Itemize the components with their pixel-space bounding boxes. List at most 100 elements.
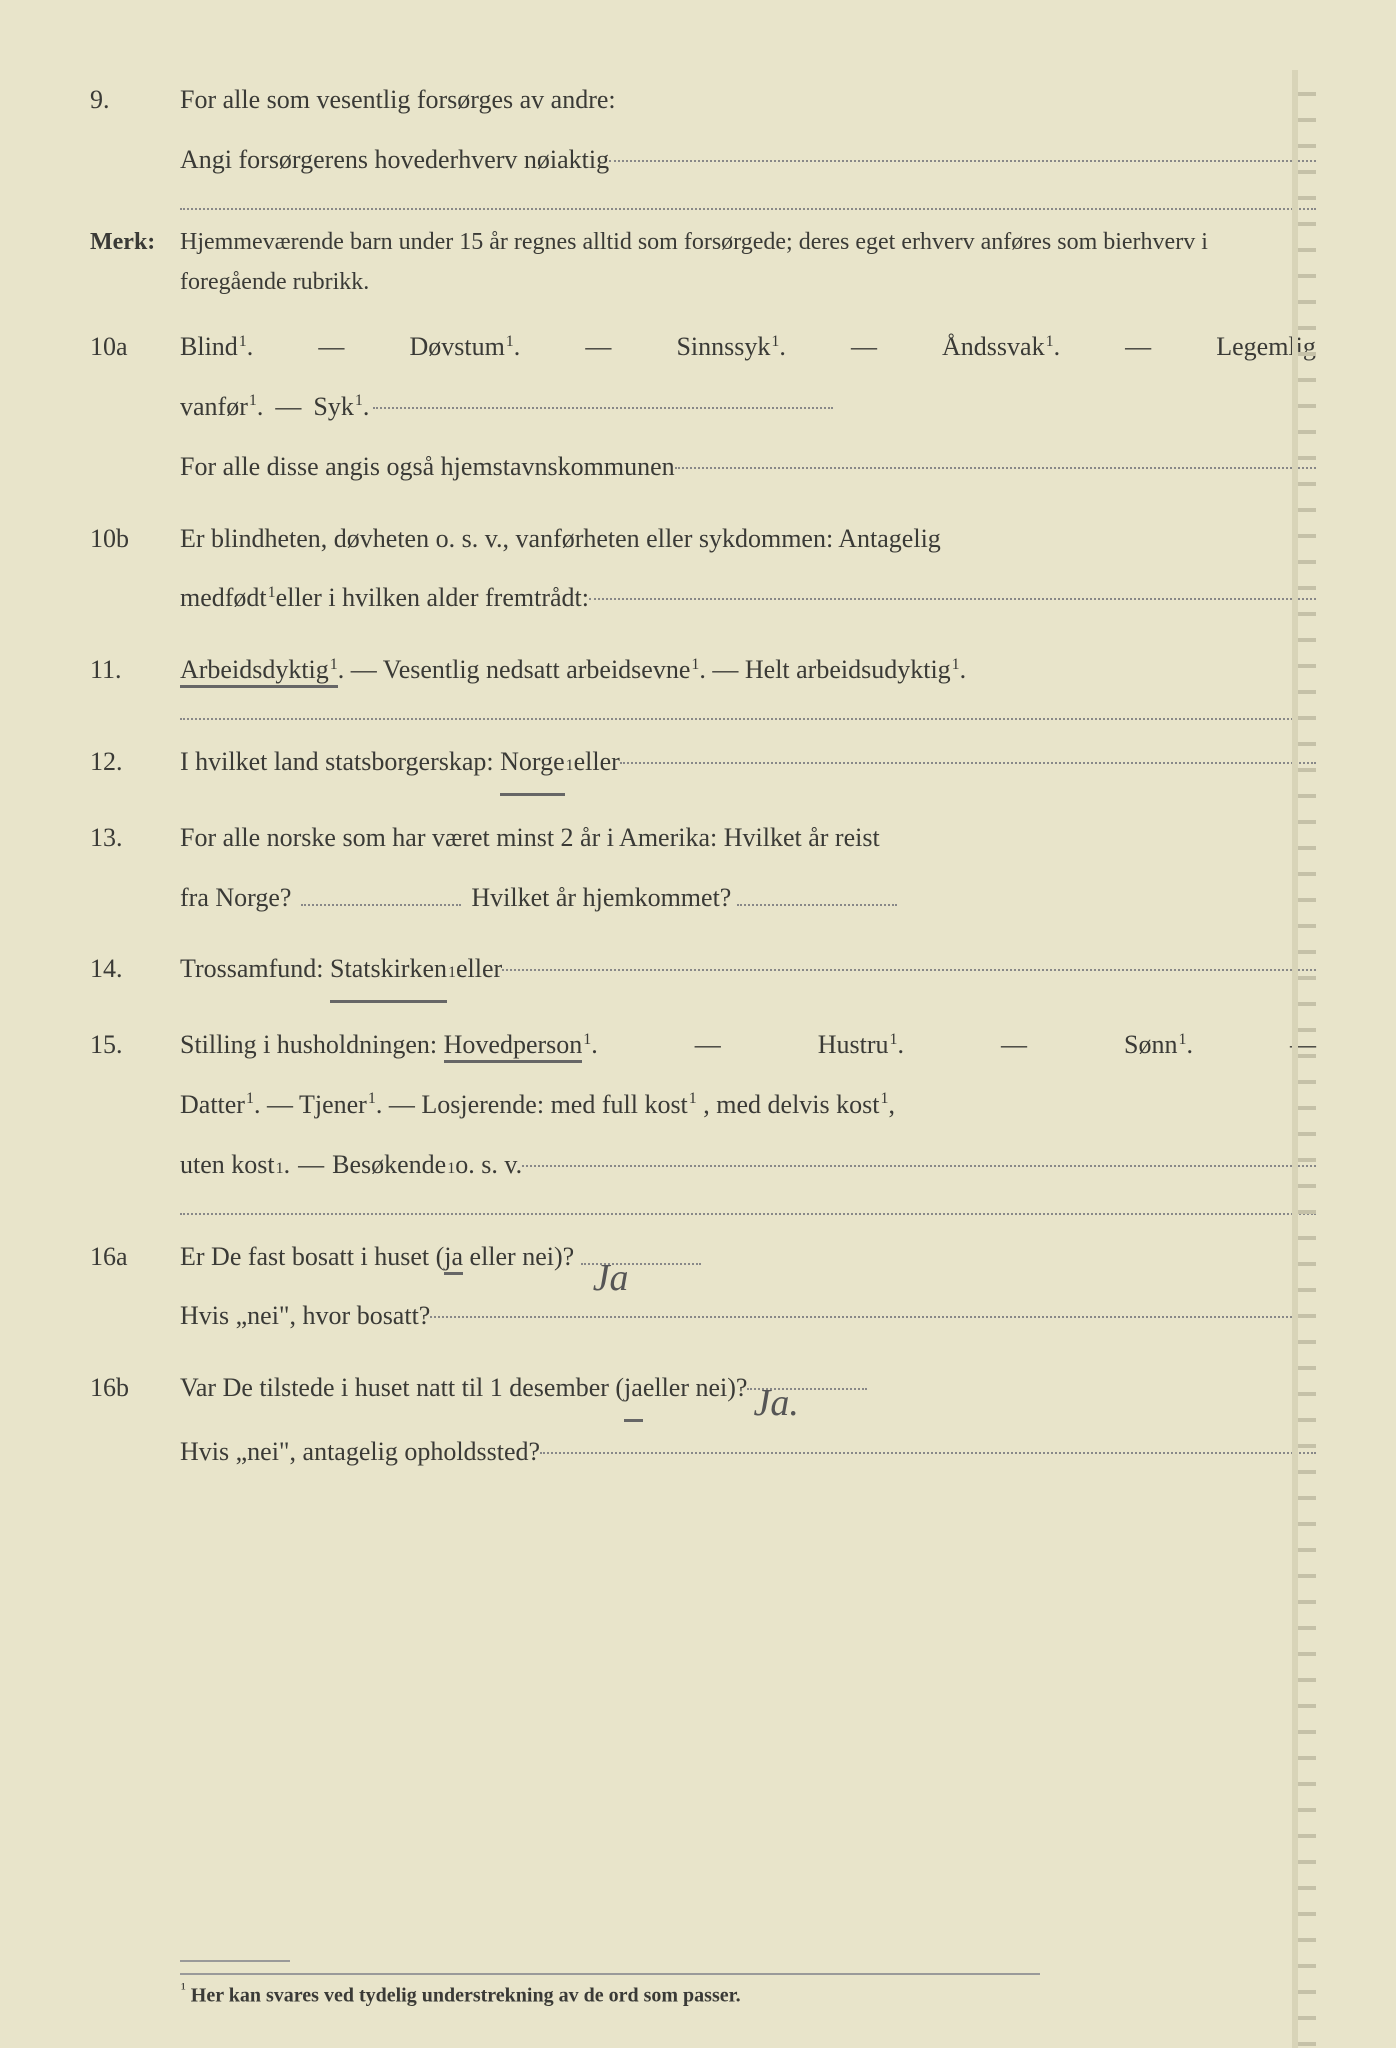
- q16a-line2: Hvis „nei", hvor bosatt?: [180, 1286, 1316, 1346]
- q14-opt1-selected: Statskirken: [330, 939, 447, 1003]
- question-12: 12. I hvilket land statsborgerskap: Norg…: [90, 732, 1316, 796]
- q15-line2: Datter1. — Tjener1. — Losjerende: med fu…: [180, 1075, 1316, 1135]
- q15-opt4: Datter: [180, 1090, 245, 1119]
- q15-content: Stilling i husholdningen: Hovedperson1. …: [180, 1015, 1316, 1194]
- q9-fill: [609, 160, 1316, 162]
- q16a-ja: ja: [444, 1242, 463, 1275]
- q10a-line1: Blind1. — Døvstum1. — Sinnssyk1. — Åndss…: [180, 317, 1316, 377]
- q9-content: For alle som vesentlig forsørges av andr…: [180, 70, 1316, 190]
- q16b-text2: eller nei)?: [643, 1358, 748, 1418]
- q12-text1: I hvilket land statsborgerskap:: [180, 732, 494, 792]
- q12-content: I hvilket land statsborgerskap: Norge1 e…: [180, 732, 1316, 796]
- q12-text2: eller: [574, 732, 620, 792]
- merk-note: Merk: Hjemmeværende barn under 15 år reg…: [90, 222, 1316, 304]
- q13-line2: fra Norge? Hvilket år hjemkommet?: [180, 868, 1316, 928]
- q16b-ja: ja: [624, 1358, 643, 1422]
- q12-fill: [620, 762, 1316, 764]
- q16b-line2: Hvis „nei", antagelig opholdssted?: [180, 1422, 1316, 1482]
- q11-opt2: Vesentlig nedsatt arbeidsevne: [383, 655, 691, 684]
- q10b-line2b: eller i hvilken alder fremtrådt:: [276, 568, 589, 628]
- q15-extra-line: [180, 1213, 1316, 1215]
- q14-text1: Trossamfund:: [180, 939, 324, 999]
- question-11: 11. Arbeidsdyktig1. — Vesentlig nedsatt …: [90, 640, 1316, 700]
- merk-text: Hjemmeværende barn under 15 år regnes al…: [180, 222, 1316, 304]
- q10a-opt7: Syk: [313, 392, 353, 421]
- q10a-opt6: vanfør: [180, 392, 248, 421]
- question-14: 14. Trossamfund: Statskirken1 eller: [90, 939, 1316, 1003]
- question-16a: 16a Er De fast bosatt i huset (ja eller …: [90, 1227, 1316, 1347]
- q14-text2: eller: [456, 939, 502, 999]
- question-16b: 16b Var De tilstede i huset natt til 1 d…: [90, 1358, 1316, 1482]
- q15-opt1-selected: Hovedperson: [444, 1030, 583, 1063]
- question-10a: 10a Blind1. — Døvstum1. — Sinnssyk1. — Å…: [90, 317, 1316, 496]
- question-9: 9. For alle som vesentlig forsørges av a…: [90, 70, 1316, 190]
- q16a-answer: Ja: [593, 1235, 629, 1322]
- q16a-text1: Er De fast bosatt i huset (: [180, 1242, 444, 1271]
- q15-text5: o. s. v.: [455, 1135, 522, 1195]
- q15-opt6: Besøkende: [332, 1135, 446, 1195]
- q11-content: Arbeidsdyktig1. — Vesentlig nedsatt arbe…: [180, 640, 1316, 700]
- question-10b: 10b Er blindheten, døvheten o. s. v., va…: [90, 509, 1316, 629]
- q16b-text1: Var De tilstede i huset natt til 1 desem…: [180, 1358, 624, 1418]
- q15-line3: uten kost1. — Besøkende1 o. s. v.: [180, 1135, 1316, 1195]
- census-form-page: 9. For alle som vesentlig forsørges av a…: [90, 70, 1316, 2048]
- q9-extra-line: [180, 208, 1316, 210]
- q16a-line1: Er De fast bosatt i huset (ja eller nei)…: [180, 1227, 1316, 1287]
- q10a-opt3: Sinnssyk: [676, 332, 770, 361]
- q16b-line2-text: Hvis „nei", antagelig opholdssted?: [180, 1422, 540, 1482]
- q15-text1: Stilling i husholdningen:: [180, 1030, 444, 1059]
- q10b-number: 10b: [90, 509, 180, 569]
- q10b-line2: medfødt1 eller i hvilken alder fremtrådt…: [180, 568, 1316, 628]
- q11-opt3: Helt arbeidsudyktig: [745, 655, 951, 684]
- q15-opt2: Hustru: [818, 1030, 889, 1059]
- q11-extra-line: [180, 718, 1316, 720]
- q14-number: 14.: [90, 939, 180, 999]
- q9-line1: For alle som vesentlig forsørges av andr…: [180, 70, 1316, 130]
- q16b-content: Var De tilstede i huset natt til 1 desem…: [180, 1358, 1316, 1482]
- footnote: ¹ Her kan svares ved tydelig understrekn…: [180, 1973, 1040, 2008]
- merk-label: Merk:: [90, 222, 180, 263]
- q13-content: For alle norske som har været minst 2 år…: [180, 808, 1316, 928]
- q16a-text2: eller nei)?: [463, 1242, 581, 1271]
- q16b-number: 16b: [90, 1358, 180, 1418]
- q16a-number: 16a: [90, 1227, 180, 1287]
- q13-line2a: fra Norge?: [180, 868, 291, 928]
- q15-opt5: Tjener: [299, 1090, 367, 1119]
- q15-number: 15.: [90, 1015, 180, 1075]
- q13-line1: For alle norske som har været minst 2 år…: [180, 808, 1316, 868]
- q15-text4: uten kost: [180, 1135, 275, 1195]
- q10b-content: Er blindheten, døvheten o. s. v., vanfør…: [180, 509, 1316, 629]
- q12-opt1-selected: Norge: [500, 732, 565, 796]
- q13-fill2: [737, 904, 897, 906]
- q10a-opt1: Blind: [180, 332, 238, 361]
- q16b-line1: Var De tilstede i huset natt til 1 desem…: [180, 1358, 1316, 1422]
- q16a-content: Er De fast bosatt i huset (ja eller nei)…: [180, 1227, 1316, 1347]
- q10a-line3: For alle disse angis også hjemstavnskomm…: [180, 437, 1316, 497]
- page-perforation: [1298, 70, 1316, 2048]
- q10a-content: Blind1. — Døvstum1. — Sinnssyk1. — Åndss…: [180, 317, 1316, 496]
- q10a-number: 10a: [90, 317, 180, 377]
- question-15: 15. Stilling i husholdningen: Hovedperso…: [90, 1015, 1316, 1194]
- q15-text3: , med delvis kost: [703, 1090, 879, 1119]
- footnote-marker: ¹: [181, 1981, 186, 1998]
- q15-opt3: Sønn: [1124, 1030, 1177, 1059]
- question-13: 13. For alle norske som har været minst …: [90, 808, 1316, 928]
- q14-content: Trossamfund: Statskirken1 eller: [180, 939, 1316, 1003]
- q11-opt1-selected: Arbeidsdyktig1: [180, 655, 338, 688]
- q10b-opt: medfødt: [180, 583, 267, 612]
- q10b-fill: [589, 598, 1316, 600]
- q11-number: 11.: [90, 640, 180, 700]
- q16b-fill: [540, 1452, 1316, 1454]
- q13-number: 13.: [90, 808, 180, 868]
- footnote-rule-top: [180, 1960, 290, 1962]
- q10a-line2: vanfør1. — Syk1.: [180, 377, 1316, 437]
- q15-text2: Losjerende: med full kost: [421, 1090, 687, 1119]
- q15-fill: [522, 1165, 1316, 1167]
- q10a-fill: [373, 407, 833, 409]
- q9-number: 9.: [90, 70, 180, 130]
- q14-fill: [502, 969, 1316, 971]
- q10b-line1: Er blindheten, døvheten o. s. v., vanfør…: [180, 509, 1316, 569]
- q9-line2-text: Angi forsørgerens hovederhverv nøiaktig: [180, 130, 609, 190]
- q12-number: 12.: [90, 732, 180, 792]
- q16b-answer: Ja.: [753, 1360, 798, 1447]
